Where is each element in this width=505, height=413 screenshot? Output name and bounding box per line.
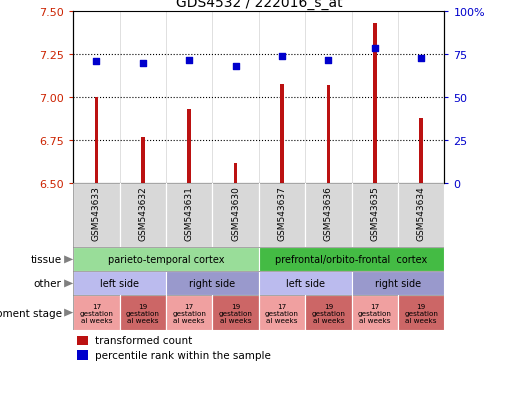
Bar <box>213 184 259 248</box>
Bar <box>419 119 423 184</box>
Bar <box>259 184 305 248</box>
Bar <box>77 351 88 360</box>
Bar <box>166 296 213 330</box>
Polygon shape <box>64 309 73 317</box>
Bar <box>120 184 166 248</box>
Text: 17
gestation
al weeks: 17 gestation al weeks <box>265 303 299 323</box>
Text: 17
gestation
al weeks: 17 gestation al weeks <box>79 303 113 323</box>
Text: 19
gestation
al weeks: 19 gestation al weeks <box>312 303 345 323</box>
Text: prefrontal/orbito-frontal  cortex: prefrontal/orbito-frontal cortex <box>276 255 428 265</box>
Text: 17
gestation
al weeks: 17 gestation al weeks <box>172 303 206 323</box>
Text: parieto-temporal cortex: parieto-temporal cortex <box>108 255 224 265</box>
Text: percentile rank within the sample: percentile rank within the sample <box>95 350 271 360</box>
Text: 19
gestation
al weeks: 19 gestation al weeks <box>405 303 438 323</box>
Bar <box>259 272 351 296</box>
Bar <box>305 184 351 248</box>
Text: GSM543633: GSM543633 <box>92 186 101 240</box>
Text: GSM543635: GSM543635 <box>370 186 379 240</box>
Text: GSM543636: GSM543636 <box>324 186 333 240</box>
Point <box>371 45 379 52</box>
Text: GSM543634: GSM543634 <box>417 186 426 240</box>
Bar <box>166 272 259 296</box>
Text: 17
gestation
al weeks: 17 gestation al weeks <box>358 303 392 323</box>
Text: other: other <box>34 279 62 289</box>
Point <box>185 57 193 64</box>
Text: GSM543631: GSM543631 <box>185 186 194 240</box>
Title: GDS4532 / 222016_s_at: GDS4532 / 222016_s_at <box>176 0 342 10</box>
Text: GSM543637: GSM543637 <box>278 186 286 240</box>
Bar <box>351 184 398 248</box>
Text: GSM543632: GSM543632 <box>138 186 147 240</box>
Text: right side: right side <box>189 279 235 289</box>
Point <box>92 59 100 65</box>
Text: 19
gestation
al weeks: 19 gestation al weeks <box>219 303 252 323</box>
Bar <box>73 296 120 330</box>
Point <box>232 64 240 71</box>
Bar <box>120 296 166 330</box>
Text: GSM543630: GSM543630 <box>231 186 240 240</box>
Bar <box>73 248 259 272</box>
Bar <box>94 98 98 184</box>
Bar <box>77 336 88 345</box>
Bar <box>398 296 444 330</box>
Point <box>417 55 425 62</box>
Text: right side: right side <box>375 279 421 289</box>
Text: 19
gestation
al weeks: 19 gestation al weeks <box>126 303 160 323</box>
Bar <box>351 296 398 330</box>
Bar <box>73 272 166 296</box>
Bar <box>141 138 144 184</box>
Bar <box>327 86 330 184</box>
Text: transformed count: transformed count <box>95 335 193 345</box>
Bar <box>187 110 191 184</box>
Text: development stage: development stage <box>0 308 62 318</box>
Text: left side: left side <box>286 279 325 289</box>
Point <box>278 54 286 60</box>
Point <box>139 61 147 67</box>
Bar <box>373 24 377 184</box>
Point <box>324 57 332 64</box>
Bar <box>305 296 351 330</box>
Text: tissue: tissue <box>30 255 62 265</box>
Bar <box>213 296 259 330</box>
Bar <box>234 163 237 184</box>
Polygon shape <box>64 280 73 288</box>
Bar <box>73 184 120 248</box>
Bar <box>259 296 305 330</box>
Bar <box>398 184 444 248</box>
Bar <box>280 84 284 184</box>
Bar <box>259 248 444 272</box>
Bar <box>351 272 444 296</box>
Text: left side: left side <box>100 279 139 289</box>
Polygon shape <box>64 256 73 264</box>
Bar <box>166 184 213 248</box>
